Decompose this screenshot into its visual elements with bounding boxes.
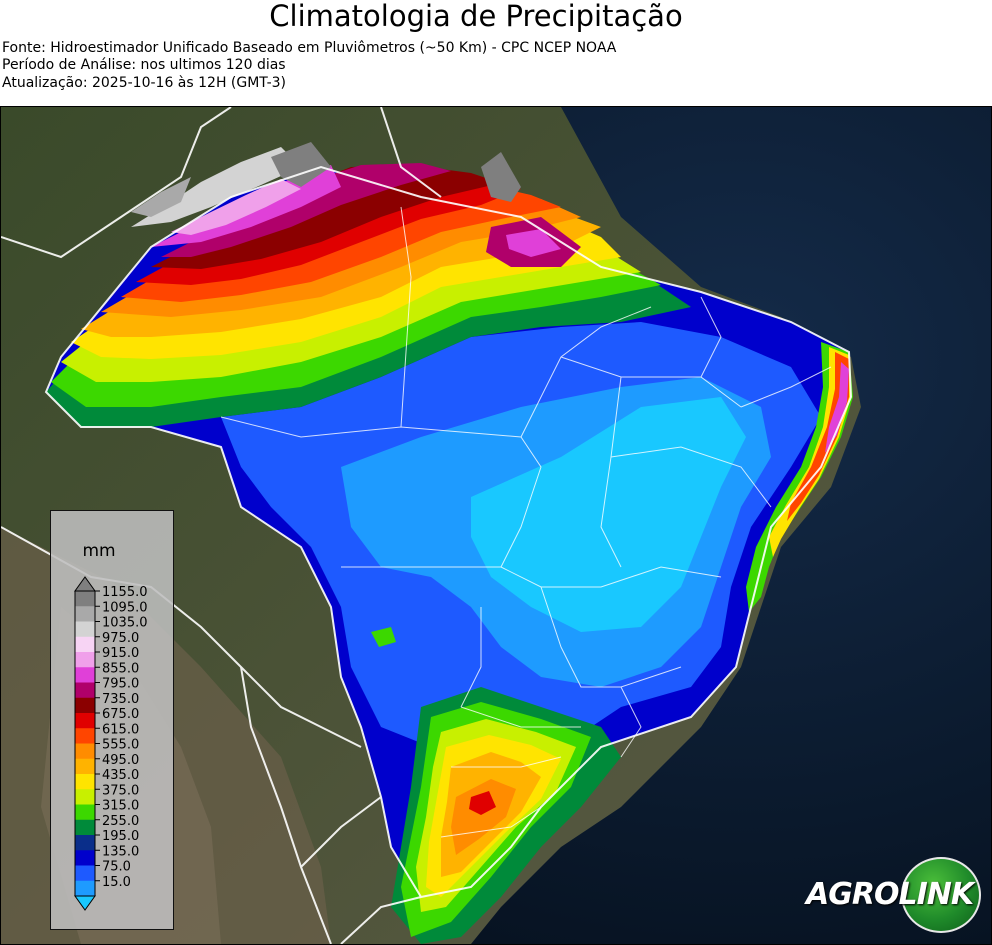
legend-label: 135.0 (102, 844, 139, 859)
legend-label: 255.0 (102, 814, 139, 829)
region-1035 (131, 147, 301, 227)
region-1155 (271, 142, 331, 187)
legend-swatch (75, 835, 95, 851)
legend-swatch (75, 804, 95, 821)
logo-text: AGROLINK (806, 877, 974, 912)
legend-label: 435.0 (102, 768, 139, 783)
legend-label: 555.0 (102, 738, 139, 753)
legend-label: 1155.0 (102, 585, 148, 600)
legend-label: 795.0 (102, 677, 139, 692)
legend-label: 1035.0 (102, 616, 148, 631)
legend-colorbar-frame (74, 590, 96, 897)
legend-swatch (75, 819, 95, 836)
state-borders (220, 206, 832, 838)
legend-swatch (75, 606, 95, 622)
logo-text-link: LINK (898, 877, 974, 912)
legend-swatch (75, 865, 95, 882)
legend-label: 75.0 (102, 860, 131, 875)
legend-label: 855.0 (102, 661, 139, 676)
legend-swatch (75, 682, 95, 699)
legend-swatch (75, 789, 95, 805)
legend-label: 915.0 (102, 646, 139, 661)
region-1155-east (481, 152, 521, 202)
source-line: Fonte: Hidroestimador Unificado Baseado … (2, 40, 617, 56)
updated-line: Atualização: 2025-10-16 às 12H (GMT-3) (2, 75, 286, 91)
delta-855 (506, 229, 561, 257)
period-line: Período de Análise: nos ultimos 120 dias (2, 57, 286, 73)
legend-swatch (75, 758, 95, 775)
logo-globe-icon (901, 857, 981, 933)
legend-swatch (75, 743, 95, 760)
map-title: Climatologia de Precipitação (269, 0, 683, 33)
legend-label: 495.0 (102, 753, 139, 768)
legend-unit: mm (82, 541, 116, 561)
legend-swatch (75, 591, 95, 607)
legend-label: 315.0 (102, 799, 139, 814)
region-1095 (131, 177, 191, 217)
legend-swatch (75, 636, 95, 653)
south-675 (469, 791, 496, 815)
legend-label: 975.0 (102, 631, 139, 646)
legend-label: 15.0 (102, 875, 131, 890)
pantanal-spot (371, 627, 396, 647)
legend-swatch (75, 728, 95, 744)
region-915 (171, 179, 301, 235)
legend-label: 735.0 (102, 692, 139, 707)
legend-swatch (75, 880, 95, 897)
coast-855 (825, 362, 849, 453)
legend-swatch (75, 774, 95, 790)
logo-text-agro: AGRO (806, 877, 899, 912)
agrolink-logo: AGROLINK (806, 855, 984, 935)
legend-swatch (75, 621, 95, 638)
legend-label: 375.0 (102, 783, 139, 798)
legend-panel: mm 1155.0 1095.0 1035.0 975.0 915.0 855.0 795.… (50, 510, 174, 930)
legend-label: 195.0 (102, 829, 139, 844)
region-below-15 (471, 397, 746, 632)
legend-swatch (75, 713, 95, 729)
legend-swatch (75, 697, 95, 714)
legend-extend-top (74, 576, 96, 592)
south-555 (451, 779, 516, 855)
legend-label: 615.0 (102, 722, 139, 737)
legend-label: 675.0 (102, 707, 139, 722)
legend-swatch (75, 652, 95, 668)
legend-swatch (75, 667, 95, 683)
legend-label: 1095.0 (102, 600, 148, 615)
legend-colorbar: 1155.01095.01035.0975.0915.0855.0795.073… (74, 576, 148, 911)
legend-extend-bottom (74, 895, 96, 911)
legend-swatch (75, 850, 95, 866)
region-795 (161, 163, 451, 257)
